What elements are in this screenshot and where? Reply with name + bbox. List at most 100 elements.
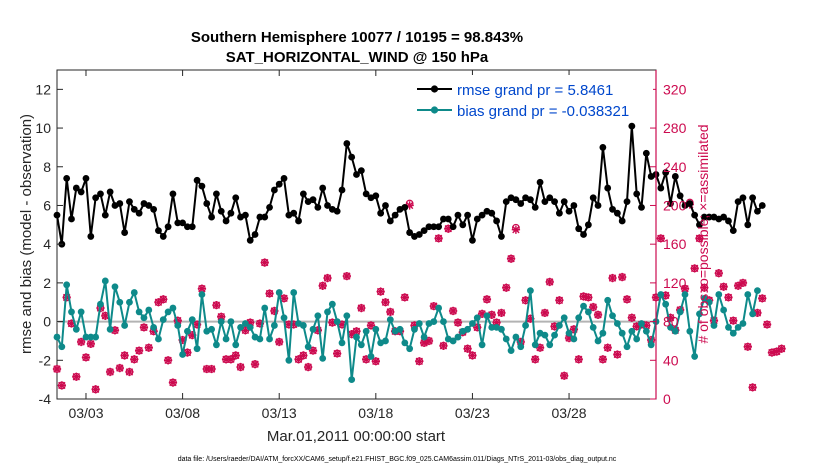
rmse-point xyxy=(444,215,452,223)
rmse-point xyxy=(488,209,496,217)
rmse-point xyxy=(164,223,172,231)
bias-point xyxy=(710,322,718,329)
obs-assimilated-marker xyxy=(149,327,158,336)
bias-point xyxy=(686,327,694,335)
y-right-tick-label: 320 xyxy=(663,81,687,97)
rmse-point xyxy=(299,190,307,198)
y-tick-label: 4 xyxy=(43,236,51,252)
bias-point xyxy=(396,325,404,333)
obs-assimilated-marker xyxy=(159,295,168,304)
obs-assimilated-marker xyxy=(125,367,134,377)
bias-point xyxy=(628,327,636,335)
rmse-point xyxy=(565,207,573,215)
y-tick-label: 12 xyxy=(35,81,51,97)
obs-assimilated-marker xyxy=(521,296,530,305)
bias-point xyxy=(469,320,476,327)
obs-assimilated-marker xyxy=(762,320,772,329)
rmse-point xyxy=(705,213,713,221)
obs-assimilated-marker xyxy=(188,330,197,340)
y-tick-label: 10 xyxy=(35,120,51,136)
bias-point xyxy=(184,327,191,335)
rmse-point xyxy=(213,190,220,198)
bias-point xyxy=(328,300,336,308)
bias-point xyxy=(488,323,496,331)
bias-point xyxy=(667,323,674,331)
bias-point xyxy=(304,343,312,351)
bias-point xyxy=(449,337,457,345)
bias-point xyxy=(246,323,254,331)
bias-point xyxy=(725,323,732,331)
rmse-point xyxy=(739,194,747,202)
obs-assimilated-marker xyxy=(487,310,496,319)
bias-point xyxy=(135,308,143,316)
rmse-point xyxy=(449,223,457,231)
obs-assimilated-marker xyxy=(492,318,501,327)
legend-box xyxy=(413,75,653,121)
obs-assimilated-marker xyxy=(101,311,110,320)
rmse-point xyxy=(425,223,433,231)
rmse-point xyxy=(623,198,631,206)
bias-point xyxy=(280,314,288,322)
rmse-point xyxy=(628,122,636,130)
rmse-point xyxy=(295,217,302,225)
bias-point xyxy=(159,316,167,324)
obs-assimilated-marker xyxy=(473,323,482,332)
bias-point xyxy=(565,329,573,337)
obs-assimilated-marker xyxy=(255,319,265,328)
bias-point xyxy=(382,337,389,345)
obs-assimilated-marker xyxy=(275,337,284,347)
rmse-point xyxy=(440,215,447,223)
bias-point xyxy=(406,345,414,353)
bias-point xyxy=(101,277,109,285)
bias-point xyxy=(179,351,186,358)
bias-point xyxy=(232,341,240,349)
rmse-point xyxy=(493,217,500,225)
bias-point xyxy=(164,308,172,316)
bias-point xyxy=(275,289,283,296)
rmse-series xyxy=(53,122,766,248)
obs-assimilated-marker xyxy=(362,355,371,364)
rmse-point xyxy=(676,192,684,200)
obs-assimilated-marker xyxy=(439,341,448,350)
obs-assimilated-marker xyxy=(110,326,120,335)
bias-point xyxy=(662,300,670,308)
obs-assimilated-marker xyxy=(241,326,250,335)
rmse-point xyxy=(309,196,317,204)
bias-point xyxy=(696,310,703,318)
obs-assimilated-marker xyxy=(555,296,564,305)
bias-point xyxy=(386,316,394,324)
bias-point xyxy=(285,356,293,364)
rmse-point xyxy=(541,198,549,206)
rmse-point xyxy=(744,221,752,229)
bias-point xyxy=(266,335,273,343)
y-right-tick-label: 40 xyxy=(663,352,679,368)
bias-point xyxy=(430,318,438,325)
rmse-point xyxy=(454,211,462,219)
obs-assimilated-marker xyxy=(212,300,221,310)
bias-point xyxy=(638,320,645,327)
rmse-point xyxy=(217,207,225,215)
obs-assimilated-marker xyxy=(526,314,535,323)
rmse-point xyxy=(92,194,100,202)
bias-point xyxy=(222,335,230,343)
obs-assimilated-marker xyxy=(154,298,163,307)
obs-assimilated-marker xyxy=(304,362,313,372)
obs-assimilated-marker xyxy=(192,320,202,329)
bias-point xyxy=(299,322,307,329)
obs-assimilated-marker xyxy=(434,234,443,243)
obs-assimilated-marker xyxy=(105,367,115,377)
rmse-point xyxy=(430,223,438,231)
rmse-point xyxy=(700,213,708,221)
rmse-point xyxy=(604,184,612,192)
rmse-point xyxy=(478,211,486,219)
rmse-point xyxy=(261,213,269,221)
obs-assimilated-marker xyxy=(564,333,574,343)
obs-assimilated-marker xyxy=(236,362,245,372)
rmse-point xyxy=(169,190,177,198)
obs-assimilated-marker xyxy=(313,326,323,335)
obs-assimilated-marker xyxy=(67,319,76,328)
rmse-point xyxy=(671,173,679,180)
bias-point xyxy=(623,343,631,351)
bias-point xyxy=(594,337,602,345)
rmse-point xyxy=(145,202,153,209)
